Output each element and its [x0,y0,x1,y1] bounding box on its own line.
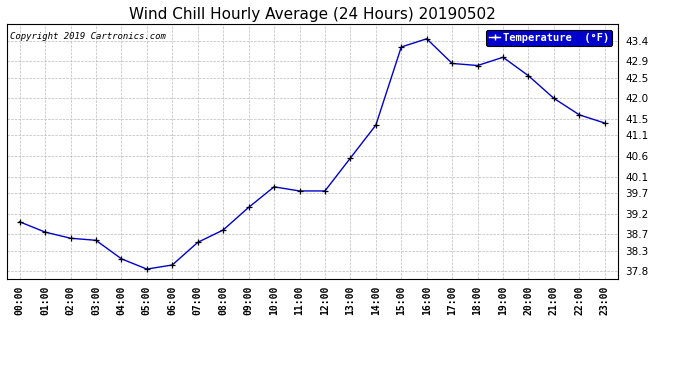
Legend: Temperature  (°F): Temperature (°F) [486,30,612,46]
Title: Wind Chill Hourly Average (24 Hours) 20190502: Wind Chill Hourly Average (24 Hours) 201… [129,7,495,22]
Text: Copyright 2019 Cartronics.com: Copyright 2019 Cartronics.com [10,32,166,41]
